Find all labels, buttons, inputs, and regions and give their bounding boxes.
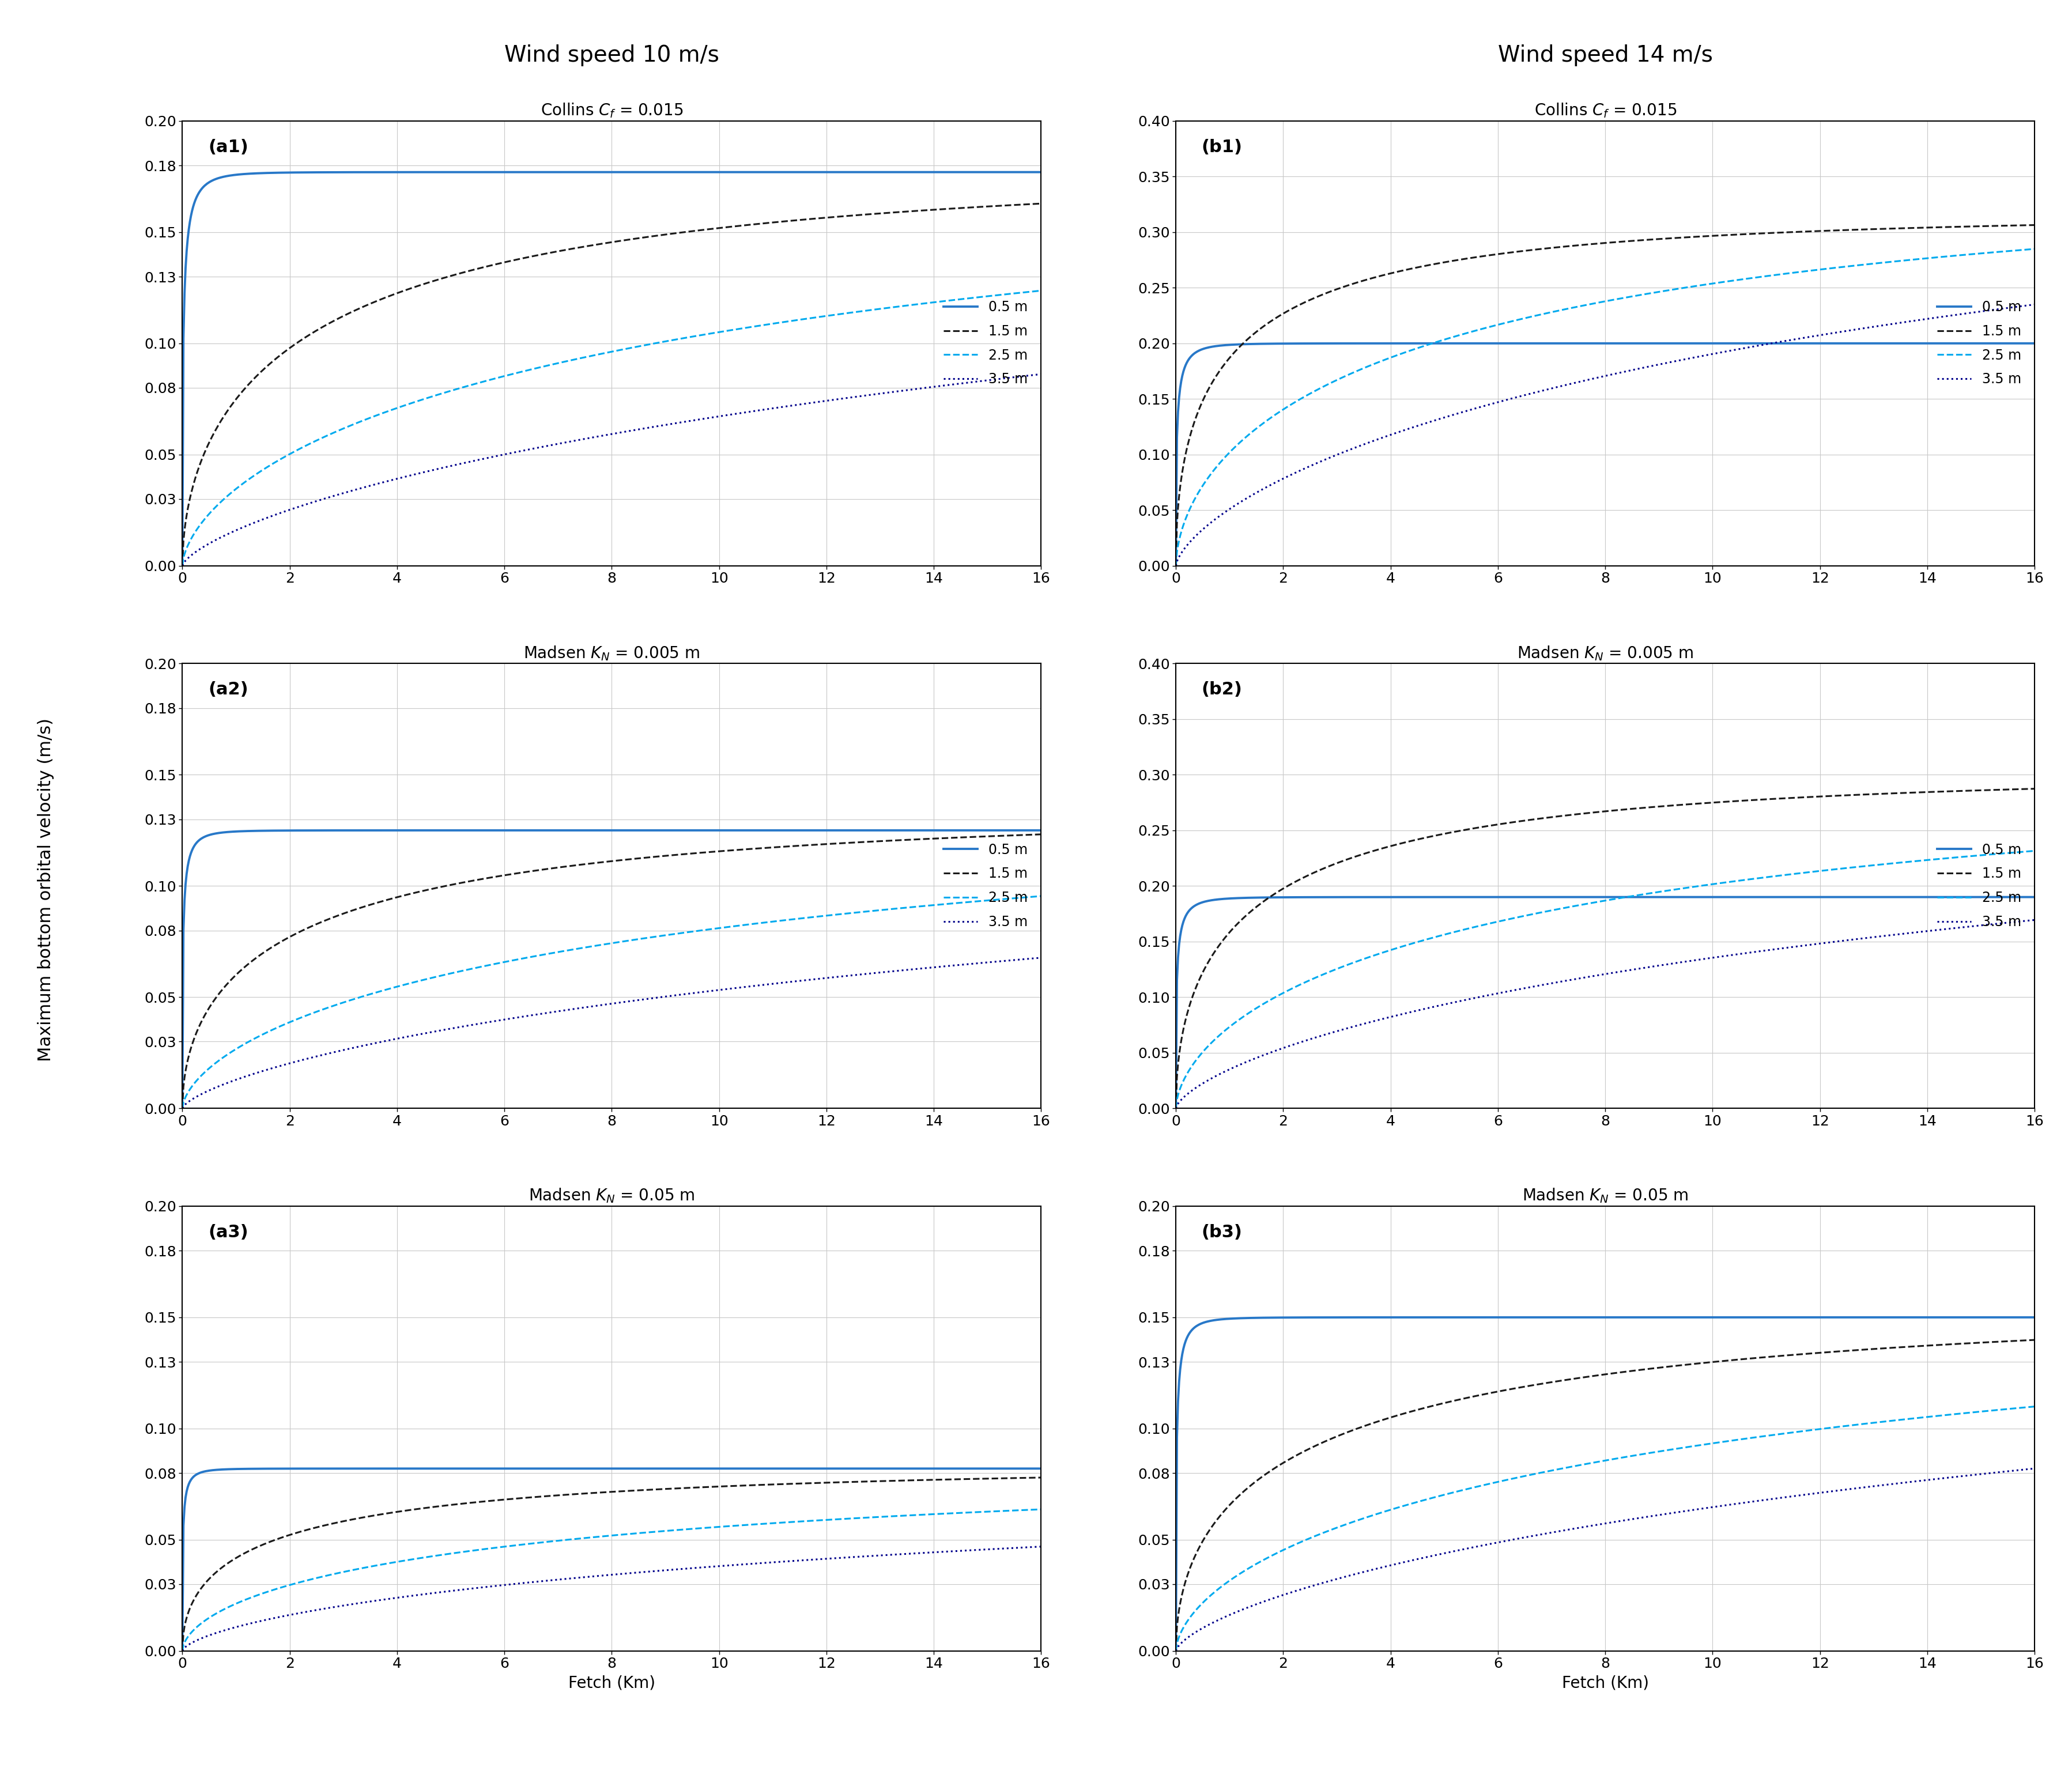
Text: (a1): (a1) [207, 139, 249, 155]
Text: Wind speed 14 m/s: Wind speed 14 m/s [1498, 44, 1714, 66]
Legend: 0.5 m, 1.5 m, 2.5 m, 3.5 m: 0.5 m, 1.5 m, 2.5 m, 3.5 m [937, 294, 1034, 393]
Title: Madsen $K_N$ = 0.05 m: Madsen $K_N$ = 0.05 m [528, 1187, 694, 1204]
Legend: 0.5 m, 1.5 m, 2.5 m, 3.5 m: 0.5 m, 1.5 m, 2.5 m, 3.5 m [937, 836, 1034, 936]
Text: (b2): (b2) [1202, 681, 1243, 697]
Title: Madsen $K_N$ = 0.05 m: Madsen $K_N$ = 0.05 m [1523, 1187, 1689, 1204]
Text: (b1): (b1) [1202, 139, 1243, 155]
Title: Collins $C_f$ = 0.015: Collins $C_f$ = 0.015 [541, 101, 684, 119]
Title: Madsen $K_N$ = 0.005 m: Madsen $K_N$ = 0.005 m [1517, 644, 1693, 662]
Text: Wind speed 10 m/s: Wind speed 10 m/s [503, 44, 719, 66]
Title: Madsen $K_N$ = 0.005 m: Madsen $K_N$ = 0.005 m [524, 644, 700, 662]
Title: Collins $C_f$ = 0.015: Collins $C_f$ = 0.015 [1533, 101, 1676, 119]
Text: (a3): (a3) [207, 1224, 249, 1240]
X-axis label: Fetch (Km): Fetch (Km) [1562, 1674, 1649, 1690]
X-axis label: Fetch (Km): Fetch (Km) [568, 1674, 655, 1690]
Text: Maximum bottom orbital velocity (m/s): Maximum bottom orbital velocity (m/s) [37, 717, 54, 1062]
Text: (b3): (b3) [1202, 1224, 1243, 1240]
Text: (a2): (a2) [207, 681, 249, 697]
Legend: 0.5 m, 1.5 m, 2.5 m, 3.5 m: 0.5 m, 1.5 m, 2.5 m, 3.5 m [1931, 294, 2028, 393]
Legend: 0.5 m, 1.5 m, 2.5 m, 3.5 m: 0.5 m, 1.5 m, 2.5 m, 3.5 m [1931, 836, 2028, 936]
